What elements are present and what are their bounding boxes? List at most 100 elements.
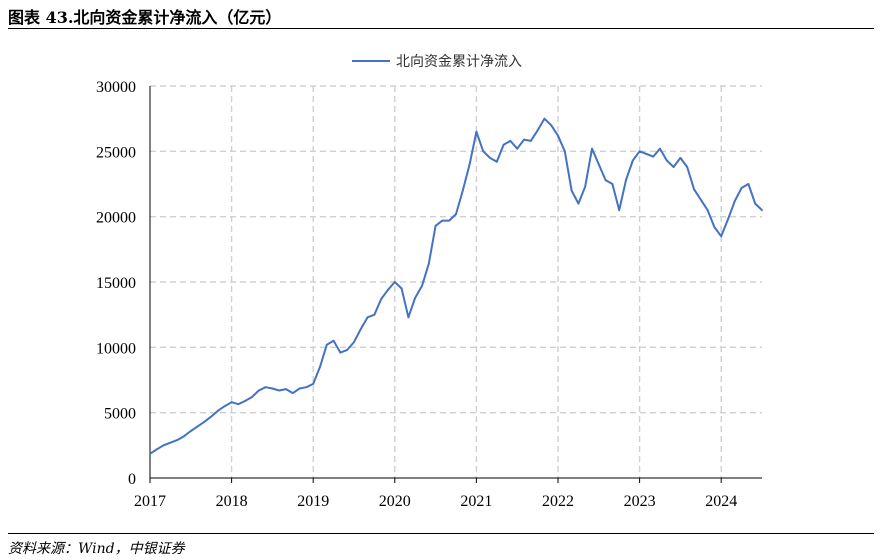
data-point: [733, 200, 736, 202]
data-point: [597, 163, 600, 166]
data-point: [325, 343, 328, 346]
data-point: [244, 400, 247, 402]
data-point: [237, 403, 240, 406]
data-point: [604, 179, 607, 182]
y-tick-label: 5000: [104, 406, 136, 423]
data-point: [536, 129, 539, 132]
series-layer: [149, 117, 763, 455]
data-point: [210, 415, 213, 418]
data-point: [502, 143, 505, 146]
data-point: [686, 166, 689, 168]
data-point: [652, 155, 655, 158]
data-point: [257, 389, 260, 392]
y-tick-label: 30000: [96, 79, 136, 96]
data-point: [353, 341, 355, 343]
data-point: [373, 313, 376, 316]
data-point: [230, 401, 233, 404]
data-point: [183, 435, 185, 438]
y-tick-label: 25000: [96, 144, 136, 161]
data-point: [591, 147, 593, 150]
data-point: [189, 430, 192, 432]
x-tick-label: 2024: [705, 493, 737, 510]
source-note: 资料来源：Wind，中银证券: [8, 541, 185, 557]
data-point: [468, 163, 471, 166]
data-point: [312, 383, 315, 385]
data-point: [611, 183, 614, 185]
data-point: [441, 219, 444, 222]
data-point: [407, 316, 410, 319]
data-point: [421, 285, 423, 287]
data-point: [298, 387, 301, 390]
data-point: [482, 150, 485, 153]
data-point: [176, 439, 179, 441]
y-tick-label: 15000: [96, 275, 136, 292]
data-point: [543, 117, 546, 120]
data-point: [251, 396, 253, 398]
data-point: [223, 405, 226, 407]
data-point: [155, 448, 158, 451]
data-point: [291, 392, 294, 394]
data-point: [414, 296, 417, 299]
data-point: [366, 316, 369, 319]
data-point: [427, 262, 430, 265]
data-point: [529, 140, 532, 142]
data-point: [169, 441, 172, 444]
x-tick-label: 2020: [379, 493, 411, 510]
data-point: [305, 386, 308, 389]
data-point: [516, 147, 519, 150]
data-point: [672, 166, 675, 168]
top-rule: [8, 28, 874, 29]
data-point: [557, 134, 559, 137]
data-point: [271, 387, 274, 390]
gridlines: [150, 85, 762, 478]
data-point: [550, 124, 553, 127]
data-point: [400, 287, 403, 290]
x-tick-label: 2017: [134, 493, 166, 510]
data-point: [434, 224, 437, 227]
data-point: [285, 388, 287, 390]
data-point: [693, 188, 695, 191]
line-chart: 0 5000 10000 15000 20000 25000 30000 2017 2018 20…: [96, 54, 763, 510]
data-point: [747, 183, 750, 185]
data-point: [495, 160, 498, 163]
data-point: [387, 288, 389, 291]
data-point: [618, 209, 621, 212]
data-point: [720, 235, 723, 238]
data-point: [455, 213, 457, 216]
data-point: [631, 159, 634, 162]
data-point: [203, 420, 206, 423]
x-tick-label: 2018: [216, 493, 248, 510]
bottom-rule: [8, 533, 874, 534]
data-point: [713, 226, 716, 229]
data-point: [346, 349, 349, 351]
data-point: [563, 150, 566, 153]
y-tick-label: 0: [128, 471, 136, 488]
data-point: [461, 189, 464, 192]
data-point: [740, 187, 743, 189]
data-point: [217, 409, 219, 412]
data-point: [665, 159, 668, 162]
data-point: [448, 219, 451, 222]
data-point: [577, 202, 580, 205]
legend-label: 北向资金累计净流入: [396, 54, 522, 70]
data-point: [278, 389, 281, 392]
data-point: [699, 198, 702, 201]
data-point: [570, 189, 573, 192]
data-point: [264, 386, 267, 389]
data-point: [475, 130, 478, 133]
data-point: [523, 138, 525, 141]
axes: 0 5000 10000 15000 20000 25000 30000 2017 2018 20…: [96, 79, 762, 510]
data-point: [196, 425, 199, 428]
data-point: [584, 185, 587, 188]
y-tick-label: 10000: [96, 340, 136, 357]
data-point: [380, 298, 383, 300]
data-point: [625, 179, 627, 182]
legend: 北向资金累计净流入: [352, 54, 522, 70]
data-point: [509, 140, 512, 142]
figure-title: 图表 43.北向资金累计净流入（亿元）: [8, 8, 282, 27]
data-point: [754, 202, 757, 205]
data-point: [359, 328, 362, 330]
x-tick-label: 2021: [460, 493, 492, 510]
data-point: [659, 147, 661, 150]
data-point: [761, 209, 763, 212]
